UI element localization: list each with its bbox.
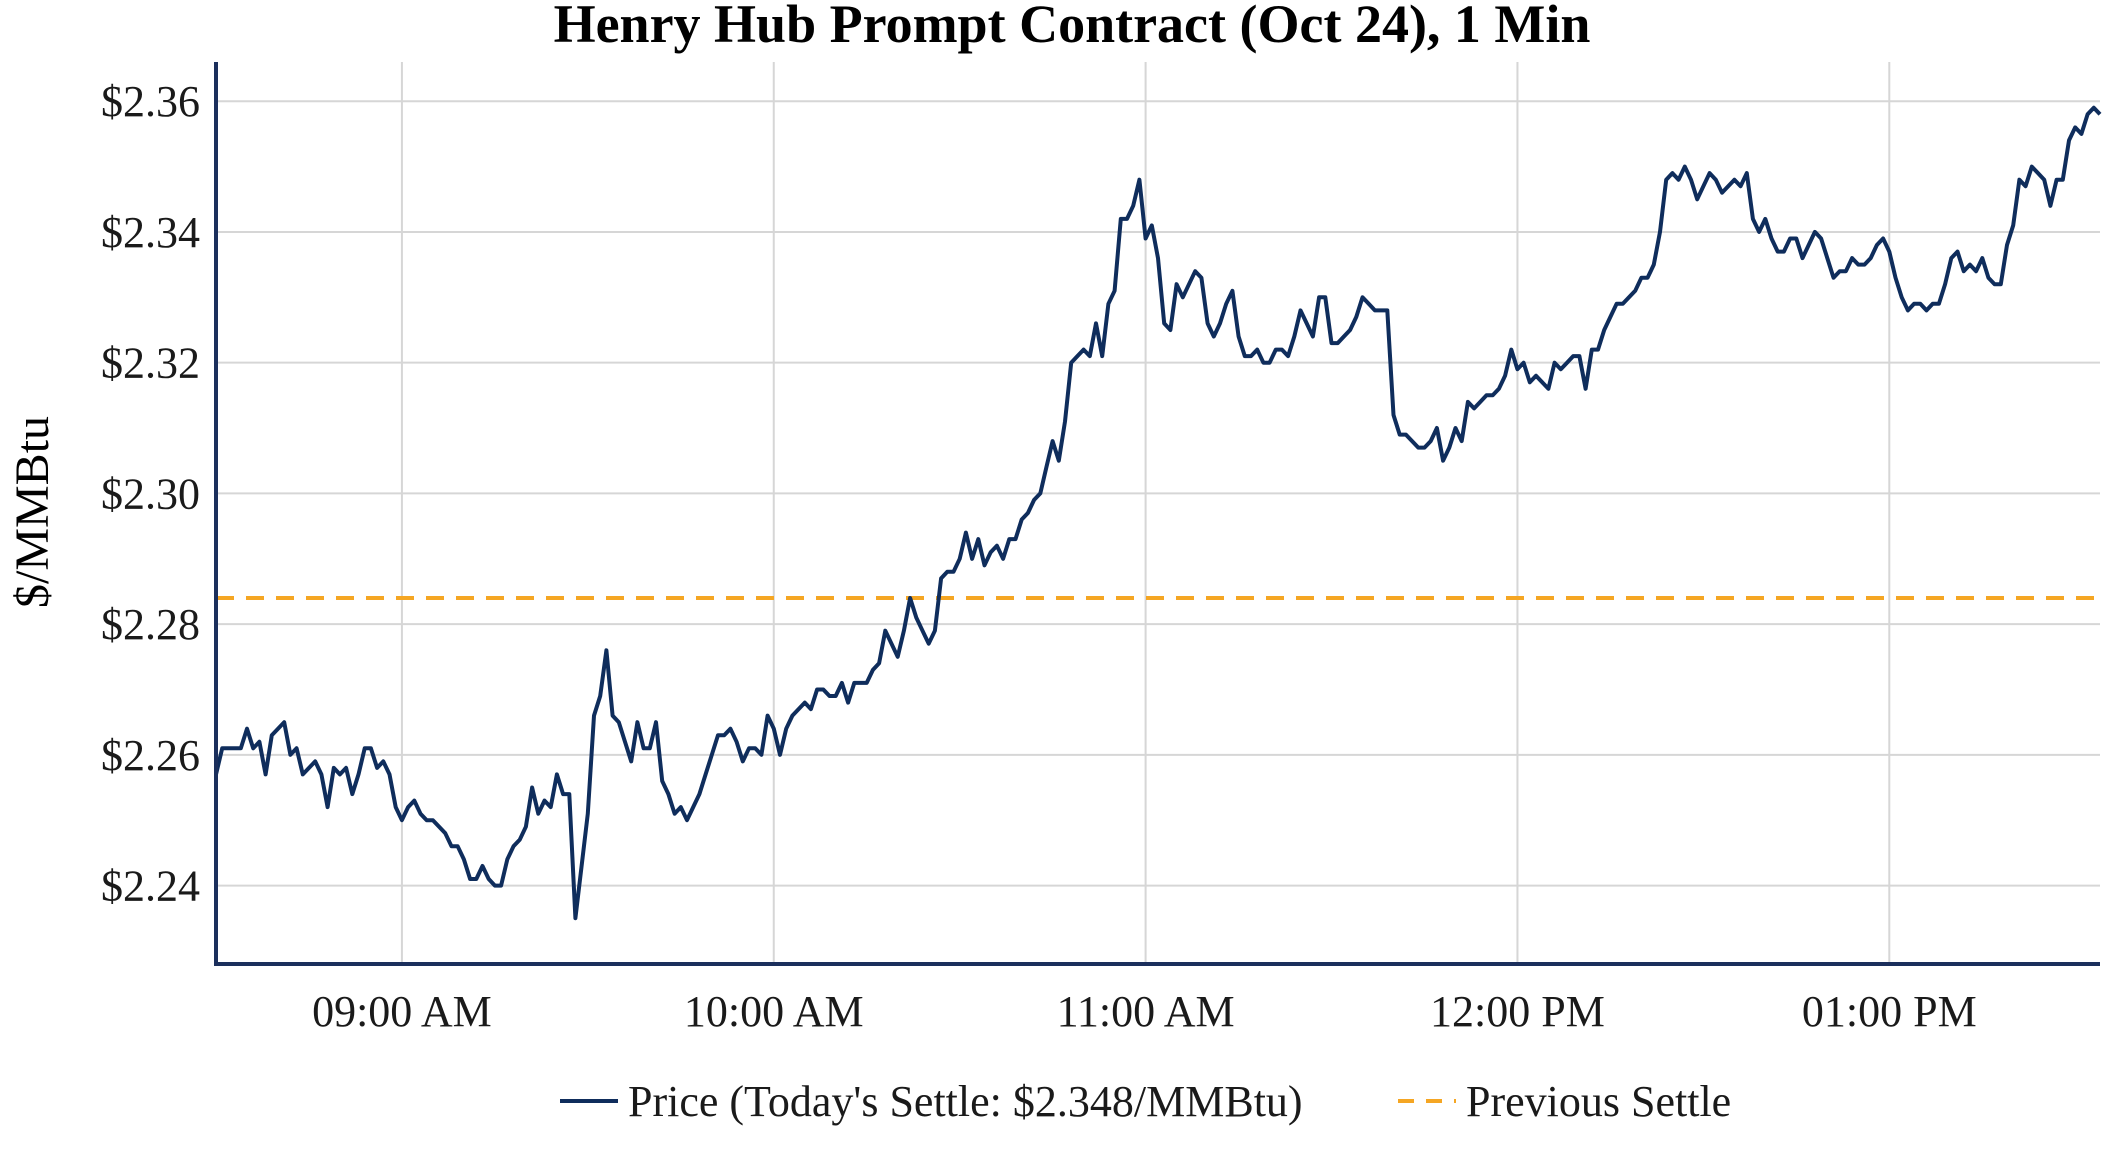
y-axis-label: $/MMBtu	[6, 416, 59, 608]
series-lines	[214, 105, 2102, 921]
grid-lines	[216, 62, 2100, 964]
y-tick-label: $2.30	[101, 469, 200, 518]
y-tick-labels: $2.24 $2.26 $2.28 $2.30 $2.32 $2.34 $2.36	[101, 77, 200, 910]
y-tick-label: $2.28	[101, 600, 200, 649]
y-tick-label: $2.26	[101, 731, 200, 780]
x-tick-label: 01:00 PM	[1802, 987, 1977, 1036]
x-tick-label: 12:00 PM	[1430, 987, 1605, 1036]
price-line	[214, 105, 2102, 921]
legend-price-label: Price (Today's Settle: $2.348/MMBtu)	[628, 1077, 1303, 1126]
y-tick-label: $2.32	[101, 339, 200, 388]
y-tick-label: $2.34	[101, 208, 200, 257]
legend-previous-settle-label: Previous Settle	[1466, 1077, 1731, 1126]
x-tick-label: 10:00 AM	[684, 987, 864, 1036]
x-tick-label: 11:00 AM	[1057, 987, 1235, 1036]
x-tick-label: 09:00 AM	[312, 987, 492, 1036]
legend: Price (Today's Settle: $2.348/MMBtu) Pre…	[560, 1077, 1731, 1126]
y-tick-label: $2.36	[101, 77, 200, 126]
x-tick-labels: 09:00 AM 10:00 AM 11:00 AM 12:00 PM 01:00 PM	[312, 987, 1977, 1036]
chart-title: Henry Hub Prompt Contract (Oct 24), 1 Mi…	[554, 0, 1591, 54]
y-tick-label: $2.24	[101, 862, 200, 911]
